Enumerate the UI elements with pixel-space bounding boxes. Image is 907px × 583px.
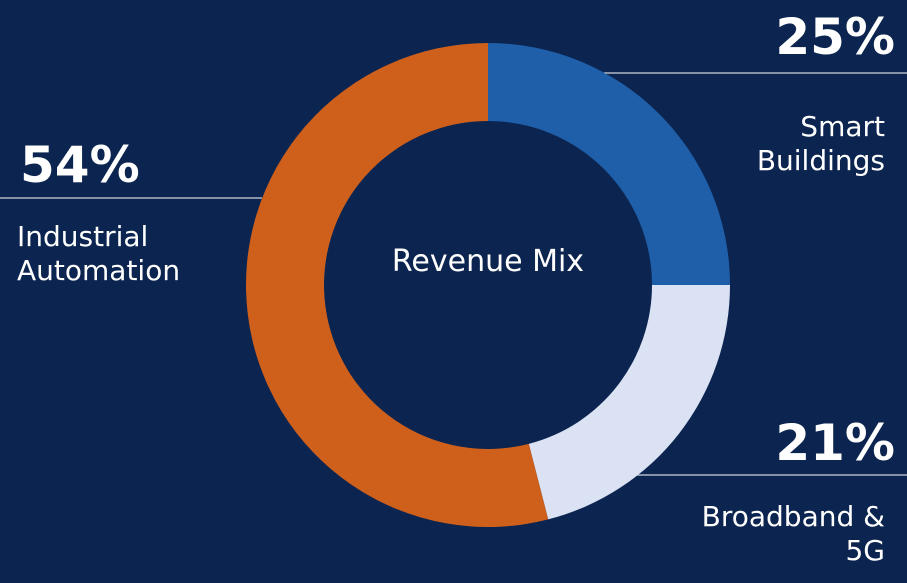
value-label: 21% [775,414,895,472]
value-label: 25% [775,8,895,66]
category-label: Industrial Automation [17,220,181,287]
center-label: Revenue Mix [391,244,585,279]
category-label: Broadband & 5G [701,500,885,567]
donut-slice [488,43,730,285]
value-label: 54% [20,136,140,194]
category-label: Smart Buildings [756,110,885,177]
donut-slice [528,285,730,520]
donut-slice [245,43,549,528]
